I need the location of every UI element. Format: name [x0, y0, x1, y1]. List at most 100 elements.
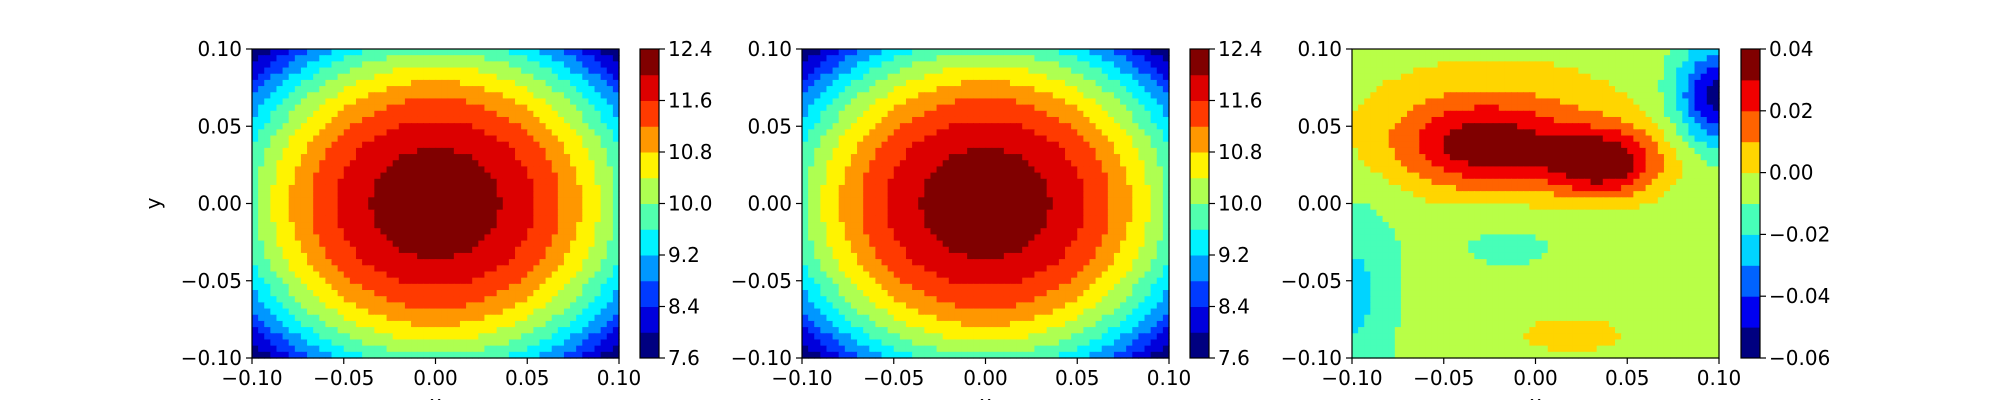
contour-cell — [1034, 116, 1042, 124]
contour-cell — [459, 129, 467, 137]
contour-cell — [294, 345, 302, 353]
contour-cell — [582, 73, 590, 81]
contour-cell — [857, 61, 864, 69]
contour-cell — [539, 290, 547, 297]
contour-cell — [570, 228, 577, 235]
contour-cell — [961, 184, 968, 192]
colorbar-band — [640, 332, 659, 359]
contour-cell — [1162, 222, 1170, 229]
contour-cell — [582, 252, 590, 260]
contour-cell — [991, 178, 999, 186]
contour-cell — [570, 92, 577, 100]
contour-cell — [392, 345, 400, 353]
contour-cell — [404, 203, 412, 211]
contour-cell — [404, 141, 412, 149]
contour-cell — [472, 123, 479, 130]
contour-cell — [502, 252, 510, 260]
contour-cell — [459, 98, 467, 106]
contour-cell — [264, 154, 271, 161]
contour-cell — [582, 333, 590, 341]
contour-cell — [404, 191, 412, 198]
contour-cell — [1162, 73, 1170, 81]
contour-cell — [612, 327, 620, 334]
contour-cell — [527, 116, 534, 124]
contour-cell — [521, 197, 528, 205]
contour-cell — [313, 55, 320, 62]
contour-cell — [368, 351, 375, 359]
contour-cell — [355, 73, 363, 81]
contour-cell — [973, 160, 980, 168]
contour-cell — [252, 160, 259, 168]
contour-cell — [838, 67, 846, 75]
contour-cell — [368, 215, 375, 223]
contour-cell — [606, 246, 614, 254]
contour-cell — [893, 240, 901, 248]
contour-cell — [380, 203, 388, 211]
contour-cell — [343, 61, 351, 69]
contour-cell — [319, 314, 326, 322]
contour-cell — [576, 283, 583, 291]
contour-cell — [600, 228, 608, 235]
contour-cell — [313, 141, 320, 149]
contour-cell — [545, 209, 553, 217]
contour-cell — [954, 240, 962, 248]
contour-cell — [258, 252, 265, 260]
contour-cell — [1016, 228, 1023, 235]
contour-cell — [368, 240, 375, 248]
contour-cell — [453, 49, 461, 56]
contour-cell — [979, 79, 987, 87]
contour-cell — [539, 252, 547, 260]
contour-cell — [594, 302, 602, 310]
contour-cell — [484, 160, 492, 168]
contour-cell — [478, 277, 486, 285]
contour-cell — [539, 320, 547, 328]
contour-cell — [441, 215, 449, 223]
contour-cell — [533, 302, 541, 310]
contour-cell — [282, 259, 290, 266]
contour-cell — [808, 166, 815, 174]
contour-cell — [826, 141, 834, 149]
contour-cell — [869, 86, 876, 93]
contour-cell — [930, 79, 938, 87]
contour-cell — [380, 228, 388, 235]
contour-cell — [930, 116, 938, 124]
contour-cell — [496, 240, 504, 248]
contour-cell — [484, 147, 492, 155]
contour-cell — [331, 252, 339, 260]
contour-cell — [1016, 166, 1023, 174]
contour-cell — [484, 296, 492, 303]
contour-cell — [1144, 123, 1152, 130]
contour-cell — [850, 203, 858, 211]
contour-cell — [857, 123, 864, 130]
contour-cell — [588, 135, 596, 143]
contour-cell — [307, 283, 314, 291]
contour-cell — [496, 203, 504, 211]
contour-cell — [979, 191, 987, 198]
contour-cell — [270, 154, 278, 161]
contour-cell — [429, 172, 437, 180]
contour-cell — [808, 184, 815, 192]
contour-cell — [1156, 209, 1164, 217]
contour-cell — [1077, 67, 1084, 75]
contour-cell — [258, 98, 265, 106]
contour-cell — [612, 215, 620, 223]
contour-cell — [459, 92, 467, 100]
contour-cell — [1058, 178, 1066, 186]
contour-cell — [435, 259, 443, 266]
contour-cell — [905, 246, 913, 254]
contour-cell — [1034, 55, 1042, 62]
contour-cell — [264, 61, 271, 69]
contour-cell — [515, 209, 522, 217]
contour-cell — [423, 178, 430, 186]
contour-cell — [404, 160, 412, 168]
contour-cell — [313, 259, 320, 266]
contour-cell — [270, 55, 278, 62]
contour-cell — [1126, 92, 1133, 100]
contour-cell — [588, 234, 596, 242]
contour-cell — [985, 166, 993, 174]
contour-cell — [606, 98, 614, 106]
contour-cell — [1071, 222, 1078, 229]
contour-cell — [288, 160, 296, 168]
contour-cell — [484, 209, 492, 217]
contour-cell — [466, 320, 473, 328]
